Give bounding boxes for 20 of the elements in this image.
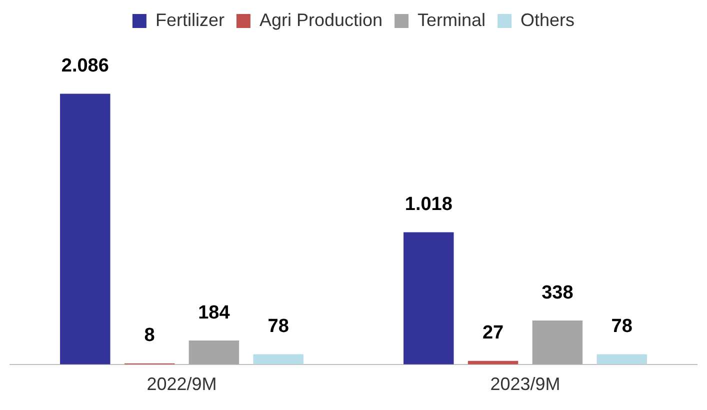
bar [404, 232, 454, 364]
bar [532, 320, 583, 364]
data-label: 27 [482, 322, 504, 344]
legend-label: Others [520, 10, 575, 30]
data-label: 2.086 [61, 55, 109, 76]
x-tick-label: 2023/9M [490, 374, 560, 394]
data-label: 8 [144, 325, 155, 346]
bar [188, 340, 240, 364]
bar [596, 354, 647, 364]
legend-label: Terminal [418, 10, 486, 30]
x-tick-label: 2022/9M [146, 374, 217, 394]
bar [253, 354, 304, 364]
data-label: 1.018 [404, 194, 452, 216]
bar [60, 94, 110, 364]
data-label: 78 [611, 316, 632, 338]
legend-label: Agri Production [259, 10, 383, 30]
data-label: 78 [268, 316, 289, 338]
data-label: 184 [198, 302, 230, 324]
data-label: 338 [542, 282, 574, 304]
legend-label: Fertilizer [155, 10, 224, 30]
